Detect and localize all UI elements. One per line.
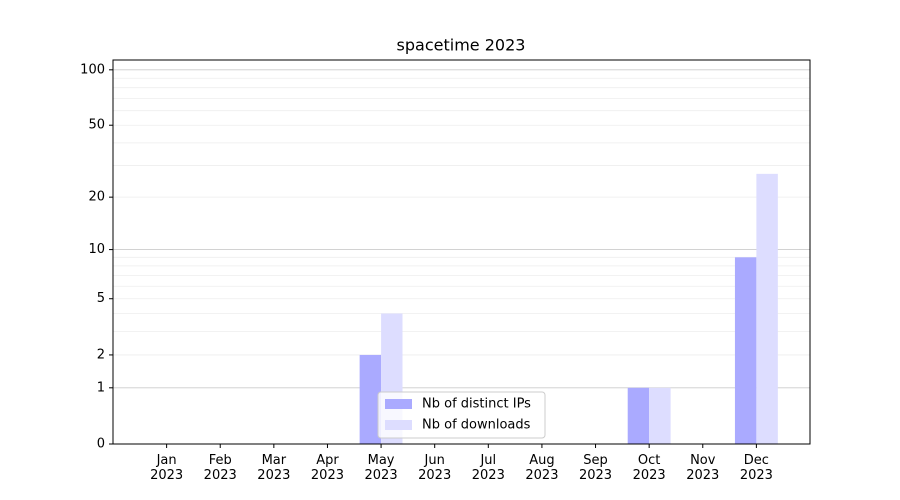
bar	[756, 173, 778, 444]
x-tick-label: Nov 2023	[686, 453, 720, 483]
bar	[627, 387, 650, 444]
x-tick-label: Oct 2023	[632, 453, 666, 483]
x-tick-label: May 2023	[364, 453, 398, 483]
y-tick-label: 5	[97, 291, 105, 306]
plot-frame	[112, 59, 811, 445]
x-tick-label: Aug 2023	[525, 453, 559, 483]
x-tick-label: Sep 2023	[578, 453, 613, 483]
chart-title: spacetime 2023	[397, 36, 526, 55]
legend-swatch	[385, 399, 412, 409]
y-tick-label: 0	[97, 437, 105, 452]
legend: Nb of distinct IPs Nb of downloads	[377, 391, 546, 439]
bar	[649, 387, 671, 444]
x-tick-label: Feb 2023	[203, 453, 237, 483]
y-tick-label: 10	[88, 242, 105, 257]
x-tick-label: Jul 2023	[471, 453, 505, 483]
y-tick-label: 50	[88, 118, 105, 133]
legend-box	[377, 391, 546, 439]
x-tick-label: Mar 2023	[257, 453, 291, 483]
y-tick-label: 20	[88, 190, 105, 205]
legend-label: Nb of downloads	[422, 418, 531, 433]
x-tick-label: Jun 2023	[418, 453, 452, 483]
y-tick-label: 100	[80, 62, 105, 77]
x-tick-label: Apr 2023	[310, 453, 344, 483]
bar	[359, 354, 382, 444]
x-tick-label: Jan 2023	[150, 453, 184, 483]
x-tick-label: Dec 2023	[739, 453, 773, 483]
y-tick-label: 2	[97, 347, 105, 362]
legend-label: Nb of distinct IPs	[422, 397, 531, 412]
y-tick-label: 1	[97, 380, 105, 395]
bar	[734, 257, 757, 444]
legend-swatch	[385, 420, 412, 430]
